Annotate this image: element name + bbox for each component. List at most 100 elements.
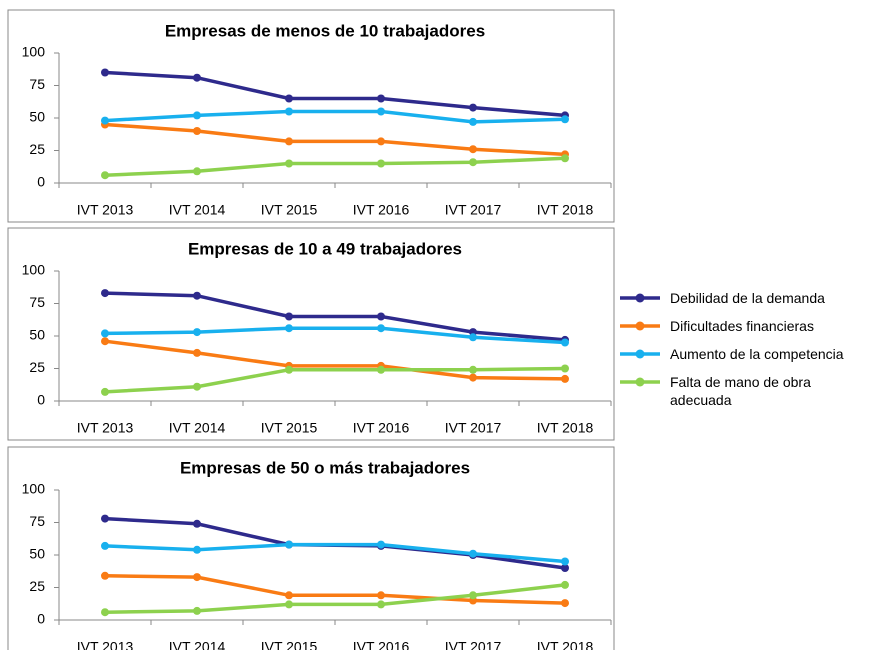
series-line [104, 109, 566, 124]
chart-title: Empresas de menos de 10 trabajadores [165, 21, 485, 40]
point [377, 365, 385, 374]
x-tick-label: IVT 2014 [169, 202, 226, 218]
point [285, 159, 293, 168]
point [193, 167, 201, 176]
point [101, 514, 109, 523]
point [193, 328, 201, 337]
point [561, 364, 569, 373]
legend-marker [635, 377, 645, 387]
point [285, 365, 293, 374]
x-tick-label: IVT 2017 [445, 202, 502, 218]
point [469, 145, 477, 154]
point [285, 107, 293, 116]
x-tick-label: IVT 2014 [169, 639, 226, 650]
point [193, 519, 201, 528]
point [101, 329, 109, 338]
y-tick-label: 75 [29, 513, 45, 529]
point [101, 337, 109, 346]
point [285, 94, 293, 103]
legend-marker [635, 321, 645, 331]
series-line [104, 583, 566, 614]
y-tick-label: 50 [29, 546, 45, 562]
series-line [104, 70, 566, 118]
y-tick-label: 50 [29, 109, 45, 125]
legend-marker [635, 349, 645, 359]
point [469, 365, 477, 374]
y-tick-label: 25 [29, 359, 45, 375]
series-line [104, 542, 566, 564]
point [285, 600, 293, 609]
x-tick-label: IVT 2016 [353, 202, 410, 218]
x-tick-label: IVT 2015 [261, 639, 318, 650]
point [193, 127, 201, 135]
point [101, 171, 109, 180]
point [193, 606, 201, 615]
point [377, 107, 385, 116]
point [377, 540, 385, 549]
point [193, 382, 201, 391]
point [561, 115, 569, 124]
series-line [104, 122, 566, 157]
y-tick-label: 100 [22, 262, 46, 278]
point [101, 608, 109, 617]
point [101, 289, 109, 298]
y-tick-label: 25 [29, 141, 45, 157]
point [561, 599, 569, 608]
y-tick-label: 25 [29, 578, 45, 594]
point [101, 116, 109, 125]
legend-label: Falta de mano de obra adecuada [670, 374, 811, 408]
point [469, 333, 477, 342]
y-tick-label: 100 [22, 44, 46, 60]
chart-title: Empresas de 50 o más trabajadores [180, 458, 470, 477]
x-tick-label: IVT 2018 [537, 202, 594, 218]
chart-frame [7, 9, 615, 223]
y-tick-label: 75 [29, 76, 45, 92]
point [561, 580, 569, 589]
point [285, 137, 293, 146]
point [193, 545, 201, 554]
chart-title: Empresas de 10 a 49 trabajadores [188, 239, 462, 258]
point [101, 387, 109, 396]
point [377, 324, 385, 333]
point [193, 573, 201, 582]
x-tick-label: IVT 2013 [77, 202, 134, 218]
point [377, 94, 385, 103]
chart-frame [7, 446, 615, 650]
y-tick-label: 100 [22, 481, 46, 497]
legend-label: Debilidad de la demanda [670, 290, 825, 306]
x-tick-label: IVT 2017 [445, 420, 502, 436]
point [193, 111, 201, 120]
legend-marker [635, 293, 645, 303]
point [285, 540, 293, 549]
series-line [104, 291, 566, 342]
y-tick-label: 50 [29, 327, 45, 343]
x-tick-label: IVT 2018 [537, 420, 594, 436]
point [469, 549, 477, 558]
point [561, 338, 569, 347]
point [193, 348, 201, 357]
point [101, 68, 109, 77]
chart-frame [7, 227, 615, 441]
x-tick-label: IVT 2015 [261, 202, 318, 218]
legend-label: Dificultades financieras [670, 318, 814, 334]
point [561, 564, 569, 572]
point [101, 541, 109, 550]
x-tick-label: IVT 2016 [353, 420, 410, 436]
x-tick-label: IVT 2013 [77, 639, 134, 650]
series-line [104, 156, 566, 177]
y-tick-label: 0 [37, 392, 45, 408]
point [193, 291, 201, 300]
series-line [104, 339, 566, 381]
point [285, 591, 293, 600]
point [377, 312, 385, 321]
point [377, 137, 385, 146]
series-line [104, 326, 566, 345]
y-tick-label: 75 [29, 294, 45, 310]
x-tick-label: IVT 2017 [445, 639, 502, 650]
point [469, 591, 477, 600]
x-tick-label: IVT 2018 [537, 639, 594, 650]
point [561, 374, 569, 383]
point [193, 73, 201, 82]
y-tick-label: 0 [37, 611, 45, 627]
